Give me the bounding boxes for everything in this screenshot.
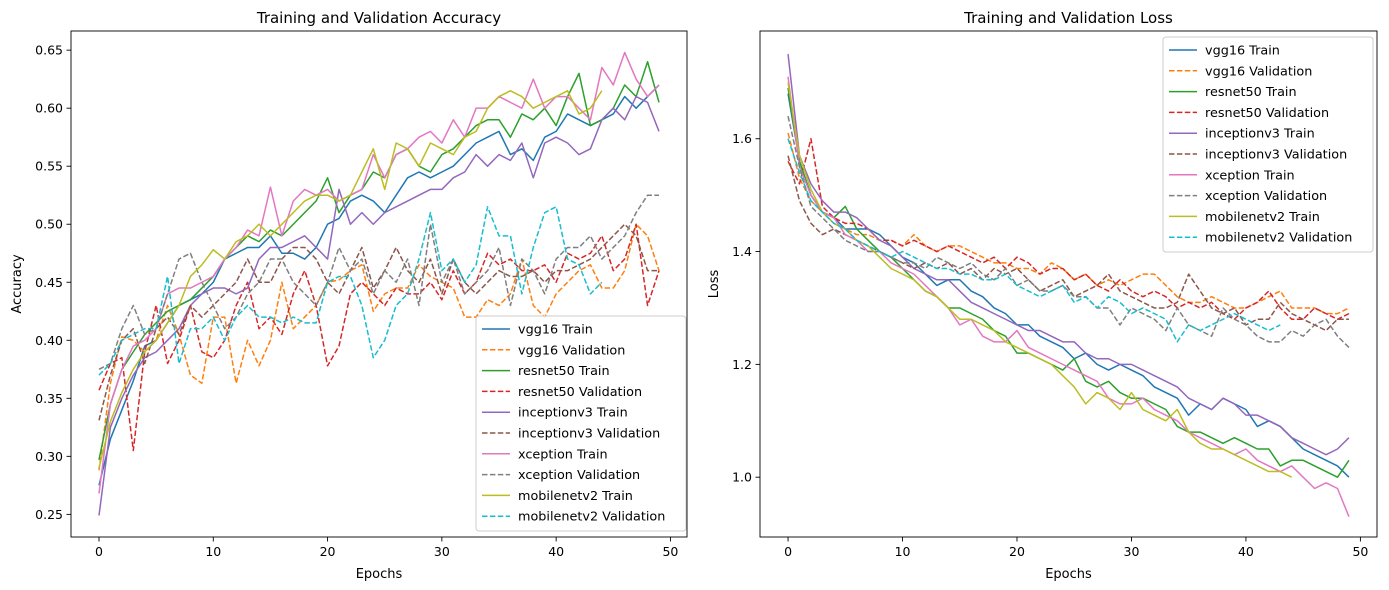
plot-frame bbox=[70, 30, 688, 538]
legend: vgg16 Train vgg16 Validation resnet50 Trai… bbox=[1162, 36, 1374, 253]
series-group bbox=[98, 51, 660, 516]
legend-entry: resnet50 Validation bbox=[518, 385, 642, 400]
y-tick-label: 1.0 bbox=[732, 470, 752, 485]
legend-entry: vgg16 Validation bbox=[1205, 64, 1312, 79]
y-tick-label: 0.55 bbox=[35, 159, 63, 174]
x-tick-label: 50 bbox=[662, 544, 678, 559]
y-tick-label: 0.50 bbox=[35, 217, 63, 232]
legend-entry: mobilenetv2 Validation bbox=[1205, 231, 1352, 246]
legend-box bbox=[475, 315, 687, 532]
x-tick-label: 40 bbox=[1238, 544, 1254, 559]
series-line-inceptionv3-train bbox=[98, 95, 660, 516]
legend-entry: mobilenetv2 Train bbox=[518, 489, 633, 504]
legend-entry: inceptionv3 Train bbox=[1205, 127, 1315, 142]
chart-title: Training and Validation Loss bbox=[963, 9, 1173, 27]
plot-frame bbox=[759, 30, 1378, 538]
series-line-mobilenetv2-train bbox=[98, 90, 603, 469]
legend-entry: xception Train bbox=[518, 447, 608, 462]
series-line-inceptionv3-train bbox=[787, 54, 1350, 456]
chart-panel-0: 0 10 20 30 40 50 0.25 0.30 0.35 0.40 0.45 0.50 0.55 0… bbox=[10, 9, 688, 582]
x-tick-label: 10 bbox=[895, 544, 911, 559]
chart-title: Training and Validation Accuracy bbox=[256, 9, 501, 27]
legend-entry: resnet50 Validation bbox=[1205, 106, 1329, 121]
series-line-resnet50-validation bbox=[787, 137, 1350, 321]
series-line-xception-train bbox=[787, 76, 1350, 517]
x-tick-label: 10 bbox=[205, 544, 221, 559]
series-line-vgg16-validation bbox=[98, 223, 660, 471]
series-line-resnet50-validation bbox=[98, 223, 660, 452]
y-tick-label: 0.30 bbox=[35, 449, 63, 464]
legend-entry: xception Validation bbox=[1205, 189, 1327, 204]
legend-entry: xception Validation bbox=[518, 468, 640, 483]
x-axis-label: Epochs bbox=[356, 567, 403, 582]
legend-entry: vgg16 Train bbox=[1205, 44, 1280, 59]
series-line-inceptionv3-validation bbox=[98, 223, 659, 421]
y-axis-label: Accuracy bbox=[10, 254, 25, 314]
x-tick-label: 40 bbox=[548, 544, 564, 559]
x-tick-label: 0 bbox=[95, 544, 103, 559]
series-line-xception-validation bbox=[787, 116, 1350, 348]
legend-entry: mobilenetv2 Validation bbox=[518, 510, 665, 525]
y-tick-label: 0.65 bbox=[35, 43, 63, 58]
legend-entry: vgg16 Validation bbox=[518, 343, 625, 358]
series-group bbox=[787, 54, 1350, 517]
series-line-xception-train bbox=[98, 51, 660, 494]
series-line-vgg16-train bbox=[787, 93, 1350, 478]
y-tick-label: 0.35 bbox=[35, 391, 63, 406]
x-tick-label: 20 bbox=[1009, 544, 1025, 559]
y-tick-label: 1.2 bbox=[732, 357, 752, 372]
y-tick-label: 0.45 bbox=[35, 275, 63, 290]
series-line-xception-validation bbox=[98, 194, 659, 370]
y-tick-label: 0.60 bbox=[35, 101, 63, 116]
legend-entry: inceptionv3 Validation bbox=[518, 427, 660, 442]
series-line-mobilenetv2-validation bbox=[98, 206, 603, 376]
x-tick-label: 30 bbox=[1124, 544, 1140, 559]
x-tick-label: 20 bbox=[320, 544, 336, 559]
legend-entry: resnet50 Train bbox=[518, 364, 610, 379]
y-tick-label: 1.4 bbox=[732, 244, 752, 259]
chart-panel-1: 0 10 20 30 40 50 1.0 1.2 1.4 1.6 Training and Vali… bbox=[707, 9, 1378, 582]
legend-entry: mobilenetv2 Train bbox=[1205, 210, 1320, 225]
series-line-resnet50-train bbox=[98, 61, 660, 460]
legend-entry: inceptionv3 Train bbox=[518, 406, 628, 421]
y-tick-label: 0.40 bbox=[35, 333, 63, 348]
legend-entry: vgg16 Train bbox=[518, 323, 593, 338]
legend-entry: xception Train bbox=[1205, 168, 1295, 183]
series-line-mobilenetv2-train bbox=[787, 82, 1293, 478]
x-tick-label: 0 bbox=[784, 544, 792, 559]
y-tick-label: 1.6 bbox=[732, 131, 752, 146]
legend-entry: inceptionv3 Validation bbox=[1205, 148, 1347, 163]
y-tick-label: 0.25 bbox=[35, 507, 63, 522]
legend: vgg16 Train vgg16 Validation resnet50 Trai… bbox=[475, 315, 687, 532]
legend-box bbox=[1162, 36, 1374, 253]
x-tick-label: 50 bbox=[1352, 544, 1368, 559]
y-axis-label: Loss bbox=[707, 270, 722, 299]
x-axis-label: Epochs bbox=[1045, 567, 1092, 582]
legend-entry: resnet50 Train bbox=[1205, 85, 1297, 100]
x-tick-label: 30 bbox=[434, 544, 450, 559]
series-line-mobilenetv2-validation bbox=[787, 138, 1281, 343]
